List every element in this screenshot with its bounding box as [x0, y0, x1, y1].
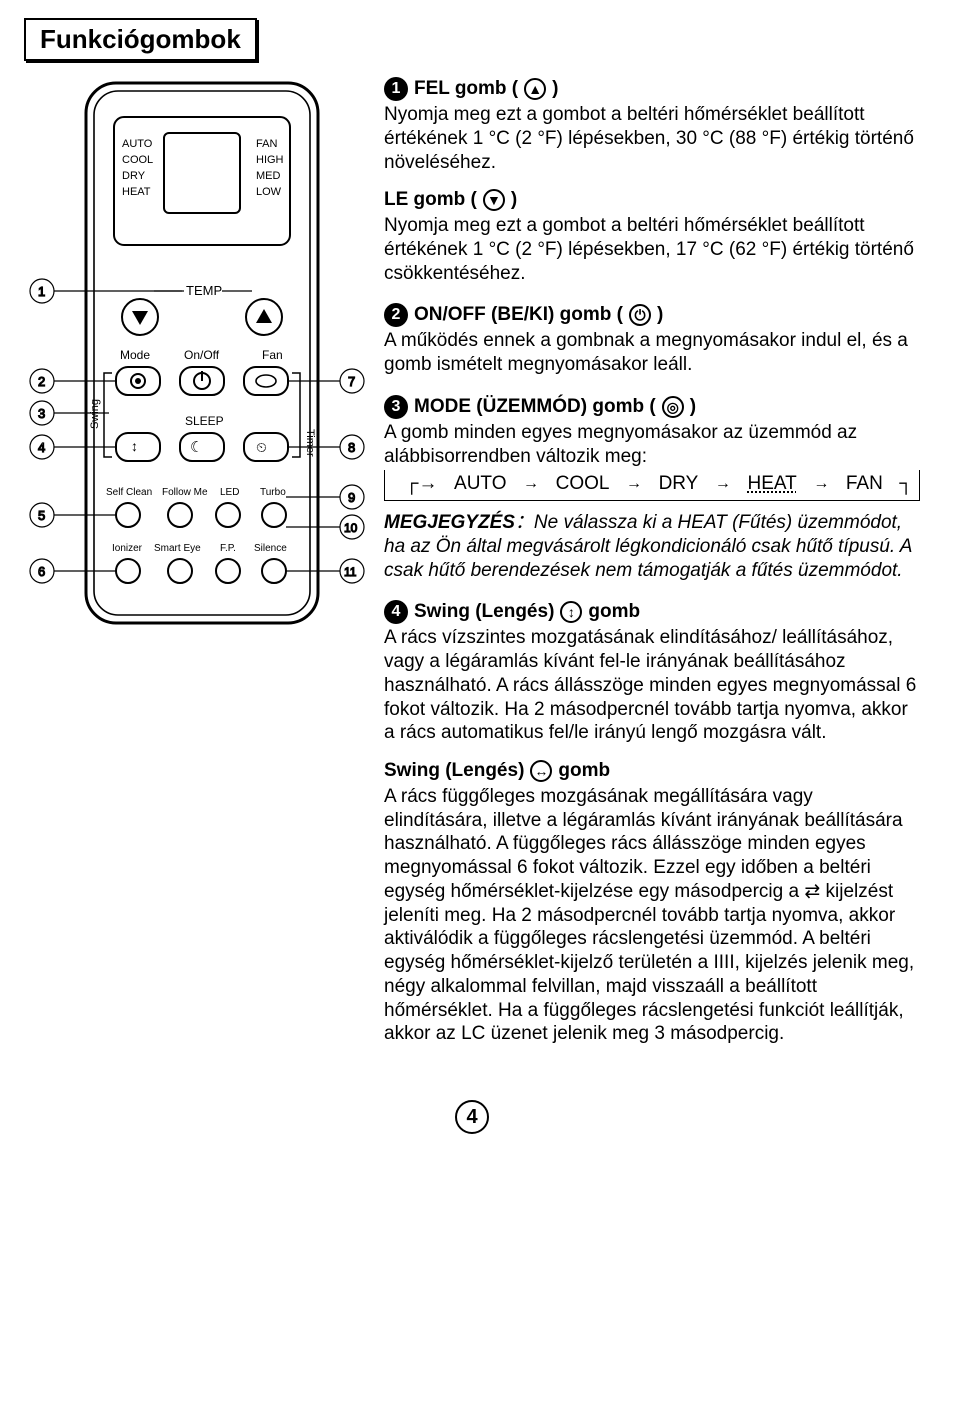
svg-text:Smart Eye: Smart Eye: [154, 543, 201, 554]
svg-text:2: 2: [38, 374, 45, 389]
svg-text:4: 4: [38, 440, 45, 455]
remote-diagram: AUTO COOL DRY HEAT FAN HIGH MED LOW TEMP…: [24, 77, 370, 697]
item2-title2: ): [657, 303, 663, 327]
mode-icon: ◎: [662, 396, 684, 418]
svg-text:7: 7: [348, 374, 355, 389]
item4-body-a: A rács vízszintes mozgatásának elindítás…: [384, 626, 920, 745]
svg-text:F.P.: F.P.: [220, 543, 236, 554]
mode-sequence: ┌→ AUTO→ COOL→ DRY→ HEAT→ FAN ┐: [384, 470, 920, 501]
bullet-4-icon: 4: [384, 600, 408, 624]
mode-heat: HEAT: [747, 472, 796, 496]
disp-med: MED: [256, 170, 281, 182]
svg-text:Mode: Mode: [120, 348, 150, 362]
item3-body: A gomb minden egyes megnyomásakor az üze…: [384, 421, 920, 469]
temp-label: TEMP: [186, 283, 222, 298]
svg-text:Fan: Fan: [262, 348, 283, 362]
temp-up-button: [246, 299, 282, 335]
item4-title-a: Swing (Lengés): [414, 600, 554, 624]
disp-heat: HEAT: [122, 186, 151, 198]
note-label: MEGJEGYZÉS: [384, 512, 515, 533]
svg-text:6: 6: [38, 564, 45, 579]
item-2: 2 ON/OFF (BE/KI) gomb ( ⏻ ) A működés en…: [384, 303, 920, 377]
item3-note: MEGJEGYZÉS：Ne válassza ki a HEAT (Fűtés)…: [384, 511, 920, 582]
svg-text:11: 11: [344, 565, 357, 579]
item2-body: A működés ennek a gombnak a megnyomásako…: [384, 329, 920, 377]
svg-text:Self Clean: Self Clean: [106, 487, 152, 498]
item1-title-a: FEL gomb (: [414, 77, 518, 101]
item1-title-b: LE gomb (: [384, 188, 477, 212]
svg-text:Turbo: Turbo: [260, 487, 286, 498]
svg-text:Timer: Timer: [304, 429, 316, 457]
disp-dry: DRY: [122, 170, 146, 182]
mode-cool: COOL: [556, 472, 610, 496]
svg-text:On/Off: On/Off: [184, 348, 220, 362]
item1-title-a2: ): [552, 77, 558, 101]
disp-cool: COOL: [122, 154, 153, 166]
svg-text:5: 5: [38, 508, 45, 523]
item3-title2: ): [690, 395, 696, 419]
svg-text:Swing: Swing: [89, 399, 101, 429]
svg-text:8: 8: [348, 440, 355, 455]
svg-text:10: 10: [344, 521, 358, 535]
bullet-3-icon: 3: [384, 395, 408, 419]
mode-auto: AUTO: [454, 472, 506, 496]
mode-fan: FAN: [846, 472, 883, 496]
disp-low: LOW: [256, 186, 282, 198]
svg-text:☾: ☾: [190, 439, 203, 456]
item1-body-a: Nyomja meg ezt a gombot a beltéri hőmérs…: [384, 103, 920, 174]
item1-body-b: Nyomja meg ezt a gombot a beltéri hőmérs…: [384, 214, 920, 285]
disp-high: HIGH: [256, 154, 284, 166]
bullet-1-icon: 1: [384, 77, 408, 101]
svg-text:↕: ↕: [131, 438, 138, 454]
section-heading: Funkciógombok: [24, 18, 257, 61]
item-1: 1 FEL gomb ( ▲ ) Nyomja meg ezt a gombot…: [384, 77, 920, 285]
item4-title-b2: gomb: [558, 759, 610, 783]
item4-body-b: A rács függőleges mozgásának megállításá…: [384, 785, 920, 1046]
power-icon: ⏻: [629, 304, 651, 326]
swing-vert-icon: ↕: [560, 601, 582, 623]
item1-title-b2: ): [511, 188, 517, 212]
svg-text:SLEEP: SLEEP: [185, 414, 224, 428]
page-layout: AUTO COOL DRY HEAT FAN HIGH MED LOW TEMP…: [24, 77, 920, 1064]
down-arrow-icon: ▼: [483, 189, 505, 211]
svg-text:Silence: Silence: [254, 543, 287, 554]
item-4: 4 Swing (Lengés) ↕ gomb A rács vízszinte…: [384, 600, 920, 1046]
temp-down-button: [122, 299, 158, 335]
svg-text:3: 3: [38, 406, 45, 421]
item3-title: MODE (ÜZEMMÓD) gomb (: [414, 395, 656, 419]
item4-title-b: Swing (Lengés): [384, 759, 524, 783]
item4-title-a2: gomb: [588, 600, 640, 624]
disp-fan: FAN: [256, 138, 277, 150]
svg-text:Ionizer: Ionizer: [112, 543, 143, 554]
item-3: 3 MODE (ÜZEMMÓD) gomb ( ◎ ) A gomb minde…: [384, 395, 920, 583]
mode-dry: DRY: [659, 472, 699, 496]
swing-horiz-icon: ↔: [530, 760, 552, 782]
bullet-2-icon: 2: [384, 303, 408, 327]
page-number: 4: [455, 1100, 489, 1134]
svg-text:1: 1: [38, 284, 45, 299]
item2-title: ON/OFF (BE/KI) gomb (: [414, 303, 623, 327]
disp-auto: AUTO: [122, 138, 153, 150]
svg-text:⏲: ⏲: [256, 439, 267, 455]
heading-text: Funkciógombok: [40, 24, 241, 55]
descriptions: 1 FEL gomb ( ▲ ) Nyomja meg ezt a gombot…: [384, 77, 920, 1064]
svg-text:Follow Me: Follow Me: [162, 487, 208, 498]
svg-text:LED: LED: [220, 487, 239, 498]
up-arrow-icon: ▲: [524, 78, 546, 100]
svg-text:9: 9: [348, 490, 355, 505]
